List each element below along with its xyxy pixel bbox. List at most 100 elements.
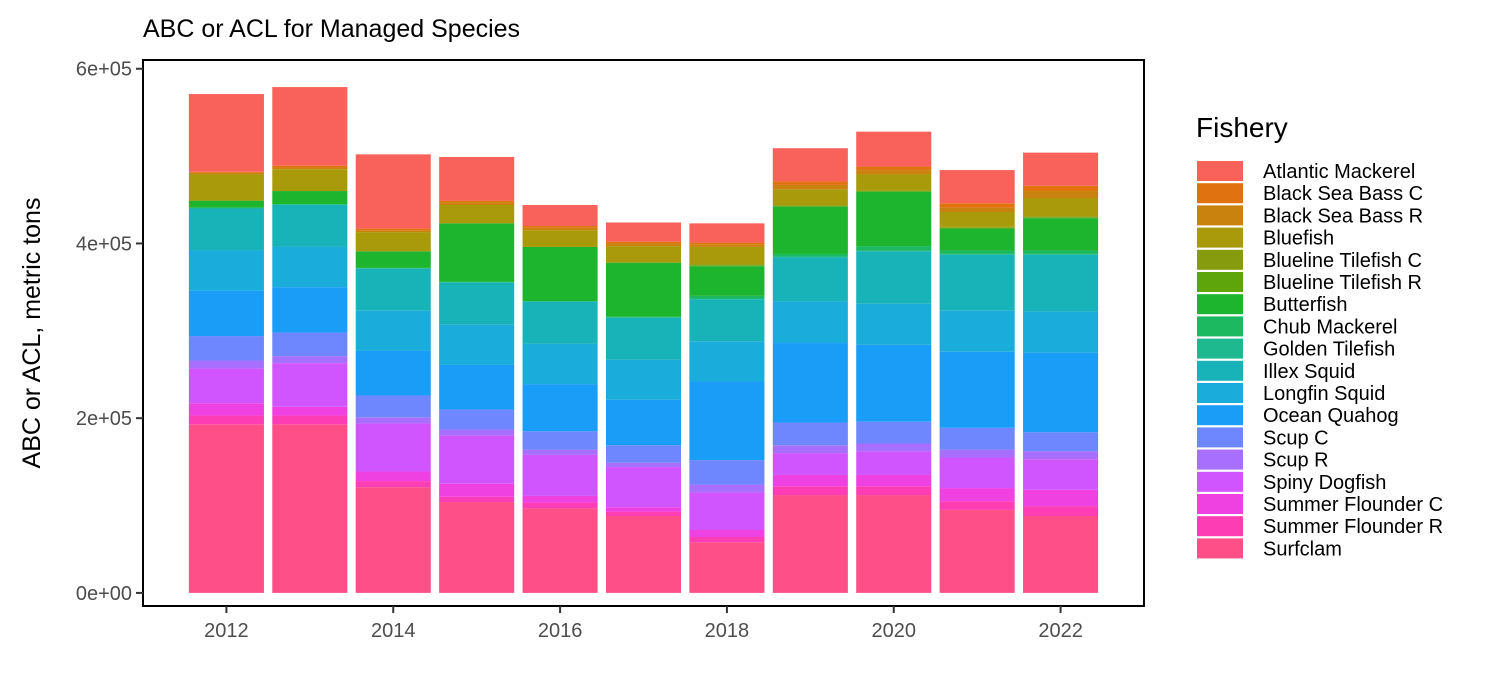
bar-segment — [355, 267, 431, 269]
bar-segment — [522, 205, 598, 226]
bar-segment — [439, 502, 515, 593]
bar-segment — [522, 301, 598, 344]
bar-segment — [355, 417, 431, 424]
legend-swatch — [1197, 161, 1243, 181]
bar-segment — [1023, 218, 1099, 251]
bar-segment — [272, 415, 348, 425]
bar-segment — [939, 253, 1015, 255]
bar-segment — [772, 206, 848, 254]
bar-segment — [1023, 198, 1099, 217]
bar-segment — [856, 246, 932, 251]
legend-swatch — [1197, 383, 1243, 403]
legend-label: Summer Flounder C — [1263, 494, 1443, 516]
bar-segment — [439, 282, 515, 325]
bar-segment — [605, 241, 682, 244]
bar-segment — [1023, 352, 1099, 433]
bar-segment — [856, 190, 932, 192]
bar-segment — [689, 223, 765, 243]
bar-segment — [439, 496, 515, 503]
bar-segment — [605, 507, 682, 512]
legend-swatch — [1197, 227, 1243, 248]
bar-segment — [605, 399, 682, 446]
legend-label: Chub Mackerel — [1263, 316, 1398, 338]
bar-segment — [939, 170, 1015, 204]
legend-swatch — [1197, 427, 1243, 448]
y-tick-label: 0e+00 — [76, 583, 132, 605]
bar-segment — [856, 451, 932, 475]
bar-segment — [605, 467, 682, 508]
bar-segment — [772, 184, 848, 190]
legend-label: Longfin Squid — [1263, 383, 1385, 405]
bar-segment — [856, 303, 932, 345]
x-tick-label: 2012 — [204, 620, 249, 642]
bar-segment — [188, 200, 264, 208]
legend-label: Golden Tilefish — [1263, 339, 1395, 361]
bar-segment — [939, 226, 1015, 228]
bar-segment — [856, 443, 932, 452]
bar-segment — [522, 431, 598, 450]
bar-segment — [188, 368, 264, 404]
bar-segment — [772, 205, 848, 206]
bar-segment — [439, 483, 515, 497]
bar-segment — [689, 381, 765, 461]
bar-segment — [1023, 254, 1099, 312]
bar-segment — [355, 487, 431, 593]
bar-segment — [939, 212, 1015, 227]
legend-label: Surfclam — [1263, 538, 1342, 560]
bar-segment — [1023, 191, 1099, 199]
bar-segment — [772, 189, 848, 206]
bar-segment — [355, 251, 431, 268]
bar-segment — [355, 154, 431, 229]
bar-segment — [522, 454, 598, 496]
bar-segment — [439, 281, 515, 283]
bar-segment — [689, 298, 765, 300]
bar-segment — [439, 156, 515, 201]
bar-segment — [272, 204, 348, 206]
legend-label: Scup C — [1263, 427, 1329, 449]
legend-label: Black Sea Bass C — [1263, 183, 1423, 205]
bar-segment — [772, 181, 848, 185]
bar-segment — [772, 301, 848, 344]
bar-segment — [1023, 217, 1099, 219]
bar-segment — [856, 131, 932, 167]
bar-segment — [605, 316, 682, 318]
bar-segment — [605, 243, 682, 247]
bar-segment — [355, 230, 431, 233]
legend-swatch — [1197, 494, 1243, 514]
bar-segment — [1023, 185, 1099, 192]
bar-segment — [188, 171, 264, 173]
bar-segment — [689, 295, 765, 299]
bar-segment — [272, 246, 348, 288]
x-tick-label: 2018 — [705, 620, 750, 642]
legend-swatch — [1197, 294, 1243, 315]
bar-segment — [772, 474, 848, 487]
x-tick-label: 2016 — [538, 620, 583, 642]
bar-segment — [1023, 506, 1099, 517]
x-tick-label: 2022 — [1038, 620, 1083, 642]
bar-segment — [355, 471, 431, 482]
bar-segment — [1023, 489, 1099, 507]
bar-segment — [939, 427, 1015, 450]
bar-segment — [1023, 216, 1099, 218]
bar-segment — [522, 495, 598, 503]
bar-segment — [1023, 152, 1099, 186]
legend-swatch — [1197, 516, 1243, 537]
bar-segment — [856, 474, 932, 487]
bar-segment — [188, 424, 264, 593]
bar-segment — [522, 384, 598, 432]
bar-segment — [689, 266, 765, 296]
bar-segment — [355, 228, 431, 231]
bar-segment — [522, 230, 598, 247]
legend-label: Blueline Tilefish R — [1263, 272, 1422, 294]
bar-segment — [689, 529, 765, 537]
bar-segment — [939, 207, 1015, 213]
legend-label: Spiny Dogfish — [1263, 472, 1386, 494]
bar-segment — [355, 310, 431, 351]
bar-segment — [272, 332, 348, 357]
bar-segment — [856, 174, 932, 191]
bar-segment — [272, 167, 348, 170]
x-tick-label: 2020 — [872, 620, 917, 642]
bar-segment — [939, 254, 1015, 311]
